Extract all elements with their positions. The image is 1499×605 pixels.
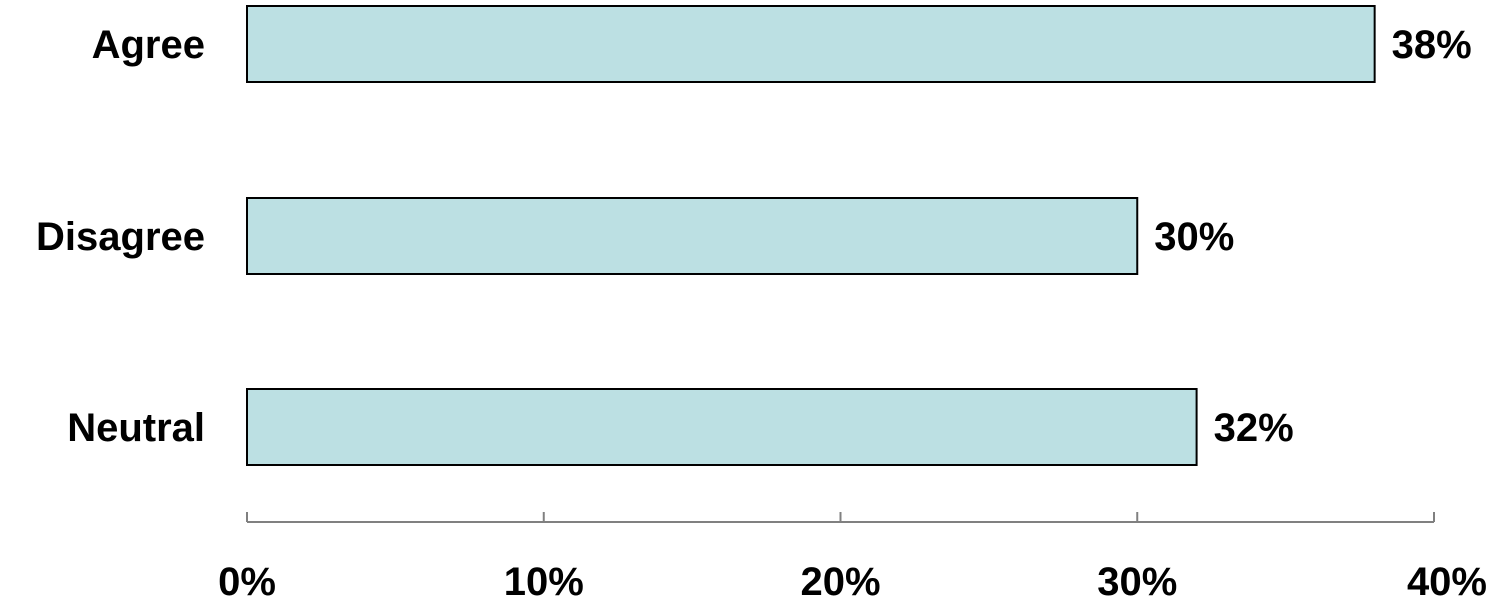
category-label-agree: Agree: [92, 23, 205, 67]
value-label-agree: 38%: [1392, 23, 1472, 67]
x-axis: 0% 10% 20% 30% 40%: [218, 512, 1487, 604]
value-label-neutral: 32%: [1214, 406, 1294, 450]
x-tick-label: 0%: [218, 560, 276, 604]
bar-disagree: [246, 197, 1139, 275]
bar-neutral: [246, 388, 1198, 466]
bar-agree: [246, 5, 1376, 83]
x-tick-label: 40%: [1407, 560, 1487, 604]
x-tick-label: 20%: [800, 560, 880, 604]
value-label-disagree: 30%: [1154, 215, 1234, 259]
value-labels-group: 38% 30% 32%: [1154, 23, 1471, 450]
category-labels-group: Agree Disagree Neutral: [36, 23, 205, 450]
category-label-neutral: Neutral: [67, 406, 205, 450]
x-tick-label: 10%: [504, 560, 584, 604]
category-label-disagree: Disagree: [36, 215, 205, 259]
x-tick-label: 30%: [1097, 560, 1177, 604]
bars-group: [246, 5, 1376, 466]
